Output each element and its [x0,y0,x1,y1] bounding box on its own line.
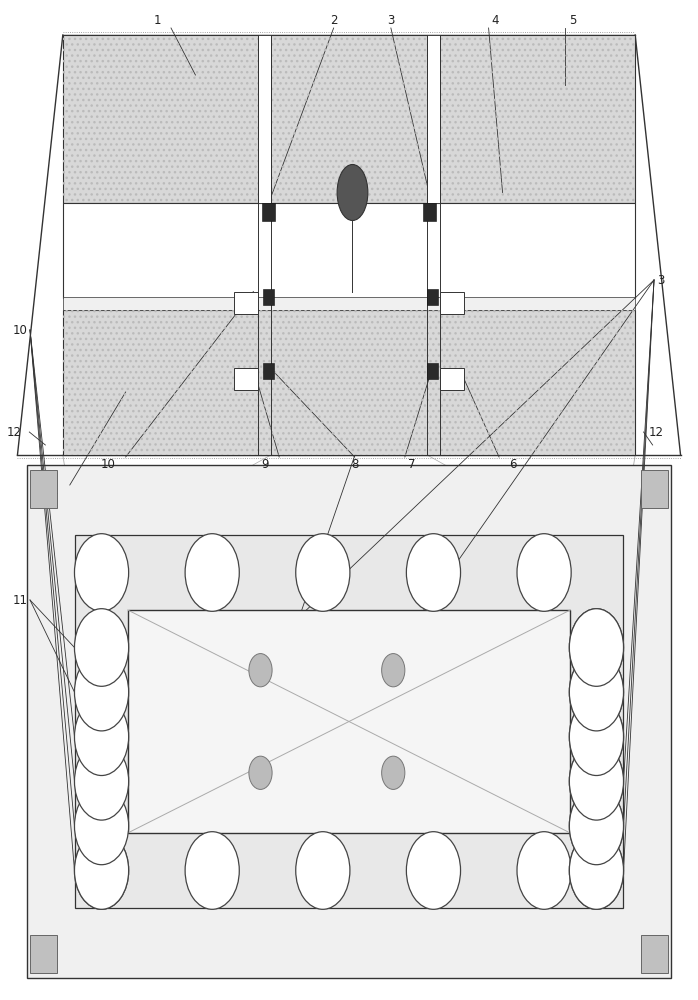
Circle shape [570,609,623,686]
Bar [262,203,275,221]
Circle shape [382,756,405,789]
Text: 6: 6 [510,458,517,471]
Bar [63,310,635,455]
Bar [440,368,464,390]
Bar [263,288,274,304]
Bar [75,535,623,908]
Circle shape [75,832,128,909]
Bar [641,470,668,508]
Text: 11: 11 [45,484,60,496]
Circle shape [517,534,571,611]
Circle shape [570,698,623,776]
Text: 11: 11 [13,593,27,606]
Circle shape [75,832,128,909]
Bar [63,203,635,298]
Bar [63,298,635,310]
Bar [63,310,635,455]
Circle shape [75,787,128,865]
Circle shape [185,534,239,611]
Circle shape [185,832,239,909]
Bar [423,203,436,221]
Ellipse shape [337,164,368,221]
Bar [30,470,57,508]
Text: 10: 10 [13,324,27,336]
Circle shape [570,653,623,731]
Circle shape [75,653,128,731]
Bar [63,35,635,203]
Bar [63,35,635,203]
Circle shape [406,832,461,909]
Circle shape [570,742,623,820]
Text: 12: 12 [648,426,664,438]
Bar [427,288,438,304]
Circle shape [296,534,350,611]
Bar [128,610,570,833]
Circle shape [570,832,623,909]
Circle shape [249,756,272,789]
Circle shape [249,654,272,687]
Text: 10: 10 [101,458,116,471]
Circle shape [570,653,623,731]
Bar [427,35,440,203]
Bar [263,363,274,379]
Circle shape [570,787,623,865]
Text: 8: 8 [351,458,358,471]
Bar [641,935,668,973]
Bar [427,363,438,379]
Text: 12: 12 [6,426,22,438]
Bar [258,35,271,203]
Circle shape [75,698,128,776]
Circle shape [517,832,571,909]
Text: 1: 1 [154,14,161,27]
Bar [27,465,671,978]
Circle shape [406,534,461,611]
Text: 4: 4 [492,14,499,27]
Text: 5: 5 [569,14,576,27]
Text: 2: 2 [330,14,337,27]
Circle shape [570,698,623,776]
Bar [440,292,464,314]
Text: 7: 7 [408,458,415,471]
Circle shape [75,609,128,686]
Bar [234,368,258,390]
Circle shape [570,832,623,909]
Circle shape [570,609,623,686]
Text: 3: 3 [387,14,394,27]
Circle shape [296,832,350,909]
Circle shape [570,787,623,865]
Text: 3: 3 [657,273,664,286]
Text: 9: 9 [262,458,269,471]
Circle shape [75,534,128,611]
Circle shape [75,742,128,820]
Bar [234,292,258,314]
Bar [30,935,57,973]
Circle shape [570,742,623,820]
Circle shape [382,654,405,687]
